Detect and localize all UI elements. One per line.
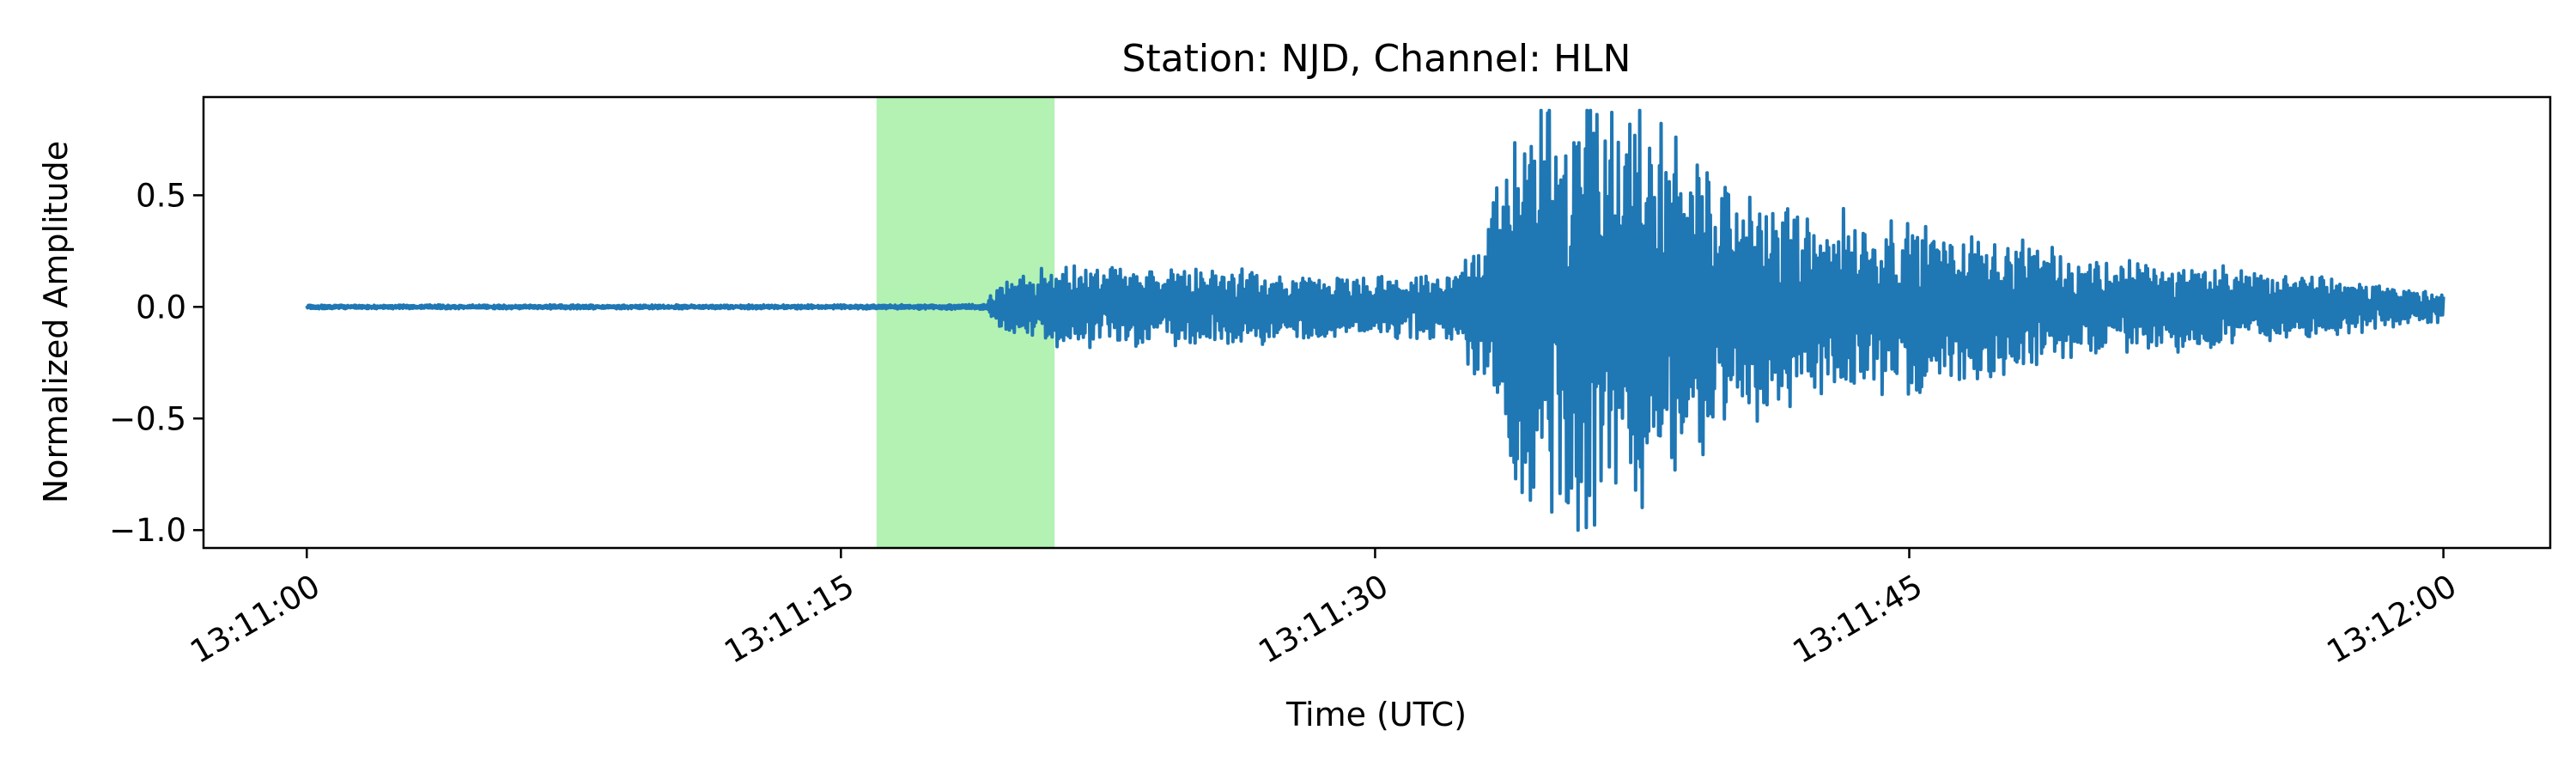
- x-tick-label: 13:11:30: [1253, 568, 1394, 671]
- chart-title: Station: NJD, Channel: HLN: [1122, 37, 1631, 81]
- x-axis: 13:11:00 13:11:15 13:11:30 13:11:45 13:12:00: [184, 548, 2463, 671]
- plot-frame: [202, 95, 2552, 550]
- waveform-line: [305, 108, 2445, 533]
- y-axis: 0.5 0.0 −0.5 −1.0: [109, 177, 204, 549]
- y-tick-label: 0.0: [136, 289, 186, 326]
- y-tick-label: −1.0: [109, 512, 186, 549]
- y-tick-label: 0.5: [136, 177, 186, 214]
- y-axis-label: Normalized Amplitude: [37, 141, 75, 503]
- x-tick-label: 13:11:45: [1787, 568, 1929, 671]
- y-tick-label: −0.5: [109, 400, 186, 437]
- x-tick-label: 13:11:00: [184, 568, 325, 671]
- x-axis-label: Time (UTC): [1285, 696, 1467, 733]
- x-tick-label: 13:11:15: [718, 568, 860, 671]
- x-tick-label: 13:12:00: [2321, 568, 2463, 671]
